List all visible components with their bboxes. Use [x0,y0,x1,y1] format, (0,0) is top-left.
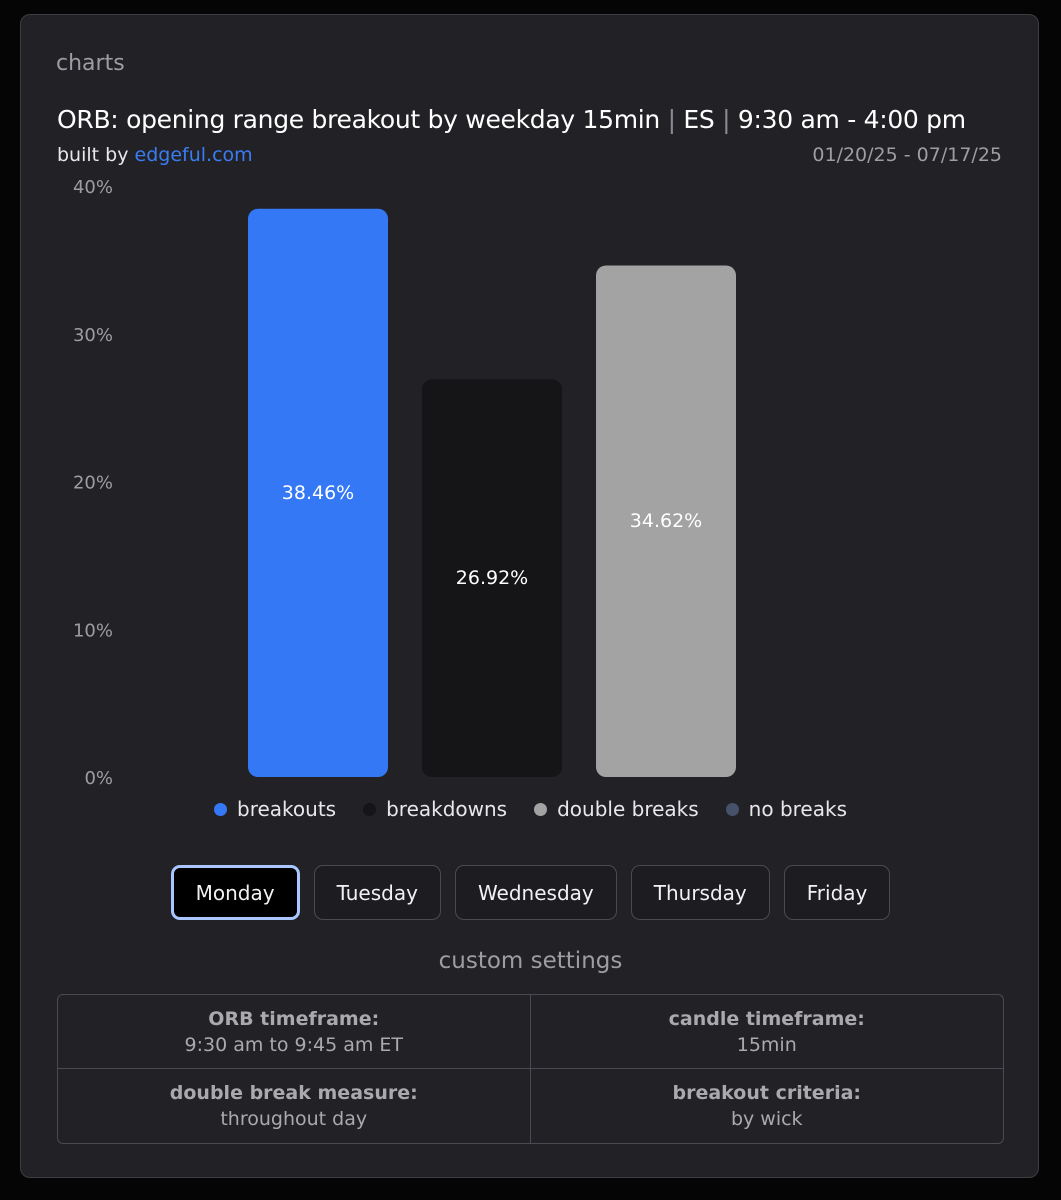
double-break-label: double break measure: [169,1082,418,1104]
y-tick-label: 0% [84,768,113,789]
title-symbol: ES [683,105,715,134]
title-separator: | [667,105,676,134]
bar-double-breaks[interactable] [596,265,736,777]
bar-chart: 0% 10% 20% 30% 40% 38.46% 26.92% 34.62% [21,15,1040,845]
double-break-cell: double break measure: throughout day [58,1069,531,1143]
weekday-button-wednesday[interactable]: Wednesday [454,865,617,920]
legend-label: breakouts [237,797,337,821]
title-session: 9:30 am - 4:00 pm [737,105,966,134]
bar-value-label: 38.46% [282,482,354,504]
chart-legend: breakouts breakdowns double breaks no break… [21,797,1040,821]
breakout-criteria-label: breakout criteria: [672,1082,862,1104]
legend-label: breakdowns [386,797,508,821]
legend-item-double-breaks[interactable]: double breaks [534,797,699,821]
chart-card: charts ORB: opening range breakout by we… [20,14,1039,1178]
double-break-value: throughout day [220,1108,368,1130]
bar-breakdowns[interactable] [422,379,562,777]
weekday-button-thursday[interactable]: Thursday [630,865,770,920]
bar-value-label: 26.92% [456,567,528,589]
custom-settings-table: ORB timeframe: 9:30 am to 9:45 am ET can… [57,994,1004,1144]
weekday-button-friday[interactable]: Friday [783,865,891,920]
legend-item-breakouts[interactable]: breakouts [214,797,336,821]
legend-item-breakdowns[interactable]: breakdowns [363,797,507,821]
orb-timeframe-label: ORB timeframe: [208,1007,380,1030]
bar-breakouts[interactable] [248,208,388,778]
legend-dot-icon [534,802,548,816]
weekday-selector: Monday Tuesday Wednesday Thursday Friday [21,865,1040,920]
built-by-prefix: built by [57,144,129,166]
chart-title: ORB: opening range breakout by weekday 1… [57,105,966,134]
built-by: built by edgeful.com [57,144,253,166]
orb-timeframe-cell: ORB timeframe: 9:30 am to 9:45 am ET [58,995,531,1069]
y-tick-label: 40% [73,177,113,198]
bar-chart-svg: 0% 10% 20% 30% 40% 38.46% 26.92% 34.62% [73,177,736,789]
legend-label: double breaks [557,797,699,821]
y-tick-label: 10% [73,620,113,641]
legend-dot-icon [363,802,377,816]
title-main: ORB: opening range breakout by weekday 1… [57,105,660,134]
breakout-criteria-cell: breakout criteria: by wick [531,1069,1004,1143]
edgeful-link[interactable]: edgeful.com [134,144,253,166]
legend-item-no-breaks[interactable]: no breaks [725,797,847,821]
y-tick-label: 20% [73,473,113,494]
candle-timeframe-value: 15min [736,1033,797,1056]
date-range: 01/20/25 - 07/17/25 [812,144,1002,166]
bar-value-label: 34.62% [630,510,702,532]
orb-timeframe-value: 9:30 am to 9:45 am ET [184,1033,404,1056]
title-separator: | [722,105,731,134]
legend-label: no breaks [748,797,847,821]
breakout-criteria-value: by wick [730,1108,803,1130]
y-tick-label: 30% [73,325,113,346]
candle-timeframe-label: candle timeframe: [668,1007,865,1030]
weekday-button-monday[interactable]: Monday [170,865,300,920]
section-label: charts [56,51,125,76]
legend-dot-icon [214,802,227,816]
candle-timeframe-cell: candle timeframe: 15min [530,995,1003,1069]
weekday-button-tuesday[interactable]: Tuesday [313,865,441,920]
custom-settings-title: custom settings [438,948,623,974]
legend-dot-icon [725,802,739,816]
